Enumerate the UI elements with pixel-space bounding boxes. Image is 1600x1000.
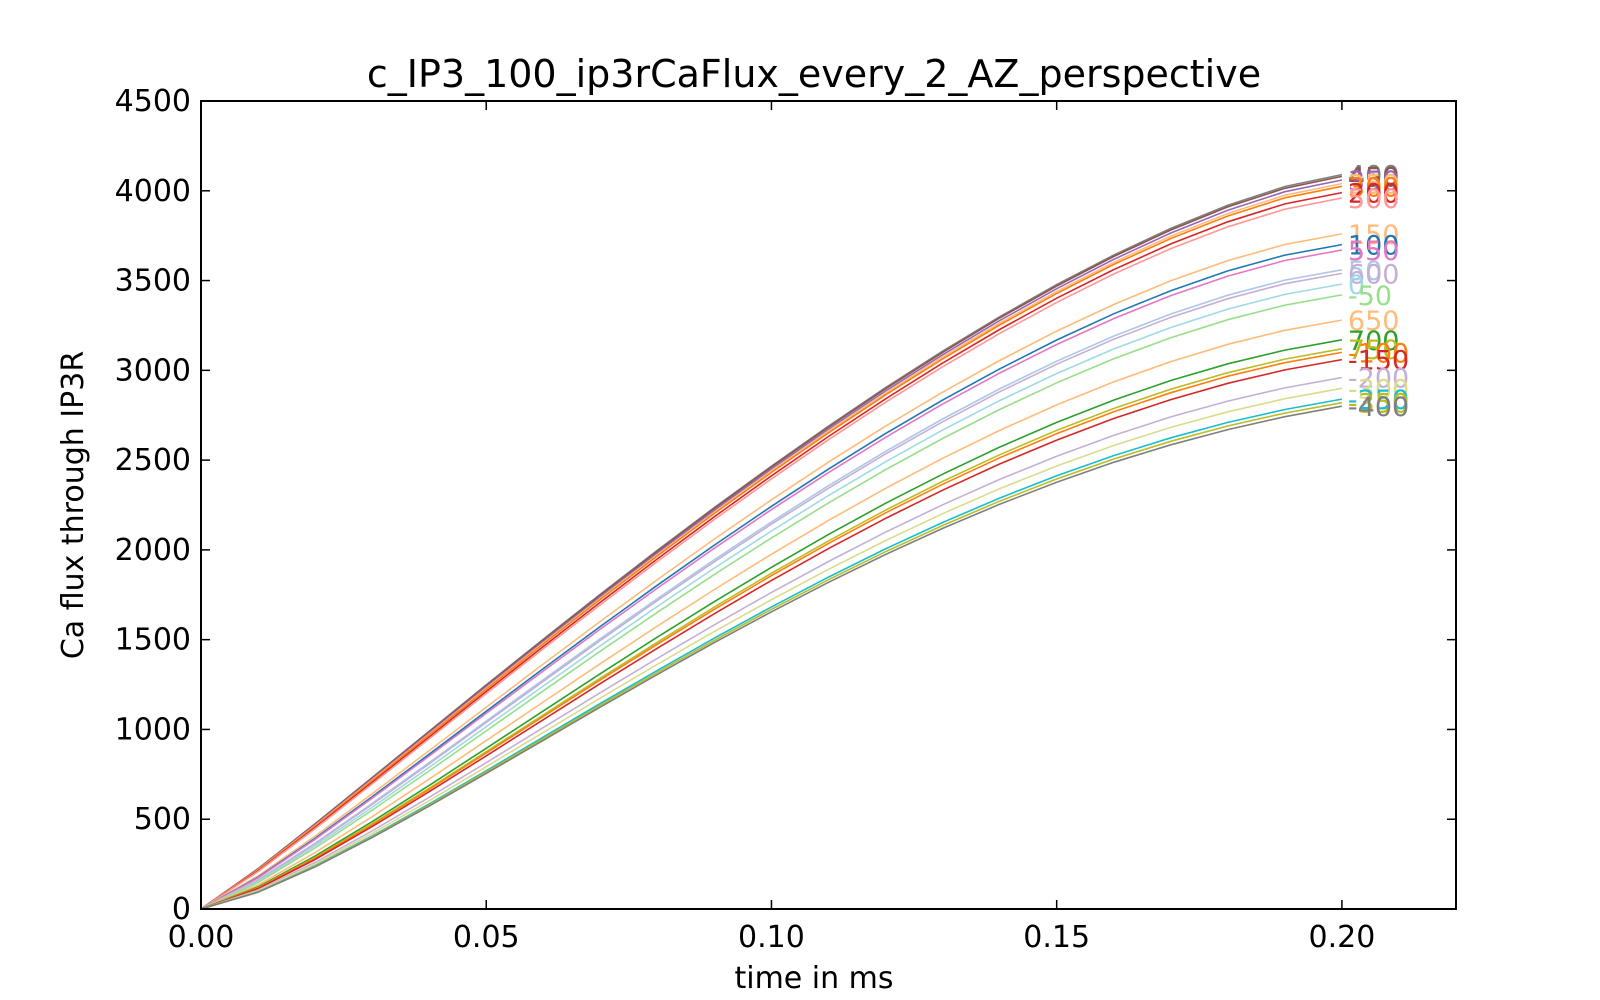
y-tick-label: 3000 — [115, 353, 191, 388]
series-line-300 — [200, 185, 1343, 910]
series-end-label: -400 — [1348, 392, 1409, 423]
series-line-50 — [200, 269, 1343, 910]
series-end-label: 500 — [1348, 184, 1400, 215]
series-end-label: 0 — [1348, 270, 1365, 301]
series-end-label: -300 — [1348, 374, 1409, 405]
axis-ticks: 0.00 0.05 0.10 0.15 0.2005001000150020002500… — [115, 84, 1456, 955]
y-axis-label: Ca flux through IP3R — [56, 351, 91, 659]
y-tick-label: 0 — [172, 892, 191, 927]
series-line-0 — [200, 283, 1343, 910]
y-tick-label: 1000 — [115, 712, 191, 747]
series-end-label: 600 — [1348, 259, 1400, 290]
series-end-label: 250 — [1348, 170, 1400, 201]
series-end-label: 100 — [1348, 231, 1400, 262]
series-line-600 — [200, 272, 1343, 910]
y-tick-label: 500 — [134, 802, 191, 837]
series-end-label: 300 — [1348, 172, 1400, 203]
series-line-500 — [200, 197, 1343, 910]
series-line-450 — [200, 175, 1343, 910]
series-end-label: -200 — [1348, 364, 1409, 395]
series-line--50 — [200, 294, 1343, 910]
series-line-700 — [200, 339, 1343, 910]
series-end-label: 350 — [1348, 166, 1400, 197]
series-line-550 — [200, 249, 1343, 910]
series-end-label: 400 — [1348, 161, 1400, 192]
series-line--400 — [200, 405, 1343, 910]
series-end-label: 650 — [1348, 306, 1400, 337]
y-tick-label: 3500 — [115, 264, 191, 299]
y-tick-label: 2500 — [115, 443, 191, 478]
y-tick-label: 1500 — [115, 623, 191, 658]
series-line--150 — [200, 358, 1343, 910]
x-tick-label: 0.20 — [1309, 920, 1376, 955]
series-end-label: 750 — [1348, 335, 1400, 366]
x-tick-label: 0.00 — [168, 920, 235, 955]
series-end-label: -150 — [1348, 346, 1409, 377]
series-end-label: -350 — [1348, 389, 1409, 420]
x-axis-label: time in ms — [734, 961, 893, 996]
series-line-650 — [200, 319, 1343, 910]
plot-frame — [200, 100, 1457, 910]
series-end-label: 450 — [1348, 162, 1400, 193]
series-line--100 — [200, 351, 1343, 910]
series-end-label: -100 — [1348, 338, 1409, 369]
x-tick-label: 0.10 — [738, 920, 805, 955]
series-line--200 — [200, 376, 1343, 910]
x-tick-label: 0.15 — [1023, 920, 1090, 955]
series-end-label: 700 — [1348, 326, 1400, 357]
series-end-label: 550 — [1348, 236, 1400, 267]
x-tick-label: 0.05 — [453, 920, 520, 955]
chart-title: c_IP3_100_ip3rCaFlux_every_2_AZ_perspect… — [367, 52, 1261, 96]
series-line-750 — [200, 348, 1343, 910]
series-line-250 — [200, 182, 1343, 910]
series-end-label: 50 — [1348, 256, 1382, 287]
y-tick-label: 2000 — [115, 533, 191, 568]
y-tick-label: 4000 — [115, 174, 191, 209]
series-line--300 — [200, 387, 1343, 910]
series-line-350 — [200, 179, 1343, 910]
series-line-150 — [200, 233, 1343, 910]
series-layer — [200, 173, 1343, 910]
series-line-200 — [200, 191, 1343, 910]
series-line-100 — [200, 243, 1343, 910]
y-tick-label: 4500 — [115, 84, 191, 119]
series-end-label: -250 — [1348, 385, 1409, 416]
series-end-label: 150 — [1348, 220, 1400, 251]
series-end-label: -50 — [1348, 281, 1392, 312]
series-end-label: 200 — [1348, 179, 1400, 210]
